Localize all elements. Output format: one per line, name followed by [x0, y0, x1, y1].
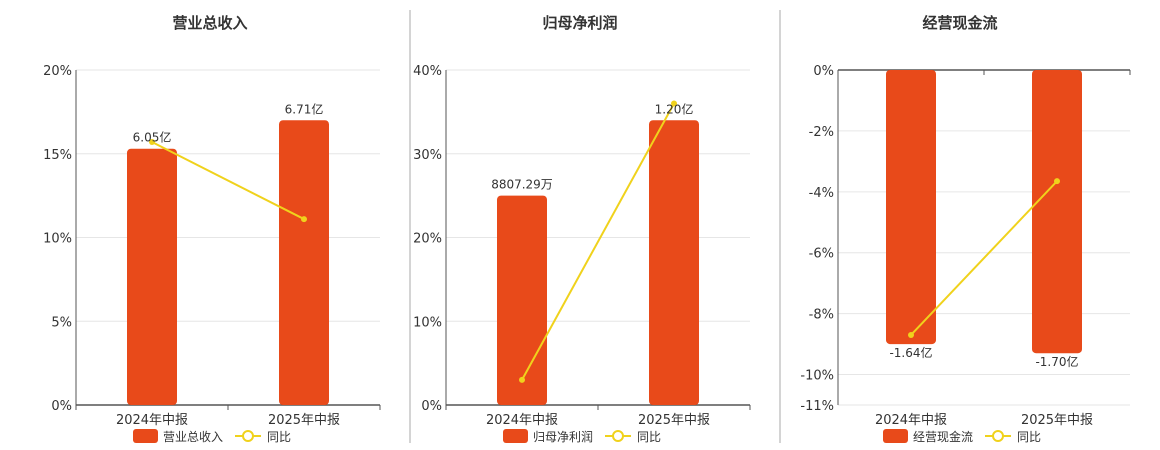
category-label: 2024年中报	[116, 413, 188, 428]
legend-label: 同比	[267, 430, 291, 444]
category-label: 2024年中报	[875, 413, 947, 428]
y-tick-label: 15%	[43, 148, 72, 163]
chart-title: 经营现金流	[922, 14, 997, 32]
legend-label: 经营现金流	[913, 429, 973, 444]
y-tick-label: 0%	[813, 64, 834, 79]
y-tick-label: -11%	[800, 399, 834, 414]
data-label: 8807.29万	[491, 178, 553, 192]
data-label: -1.70亿	[1035, 354, 1078, 369]
y-tick-label: 40%	[413, 64, 442, 79]
bar	[497, 195, 547, 405]
y-tick-label: 20%	[43, 64, 72, 79]
data-label: 1.20亿	[655, 101, 694, 116]
bar	[127, 148, 177, 405]
chart-title: 营业总收入	[172, 14, 247, 32]
bar	[1032, 70, 1082, 354]
y-tick-label: 10%	[43, 232, 72, 247]
legend-bar-swatch	[133, 429, 158, 443]
data-label: 6.05亿	[133, 130, 172, 145]
bar	[886, 70, 936, 345]
yoy-point	[301, 216, 307, 223]
yoy-point	[149, 139, 155, 146]
legend-line-marker	[612, 430, 624, 442]
legend-label: 归母净利润	[533, 430, 593, 444]
legend-bar-swatch	[883, 429, 908, 443]
yoy-line	[521, 103, 675, 381]
data-label: -1.64亿	[889, 345, 932, 360]
legend-line-marker	[242, 430, 254, 442]
y-tick-label: -2%	[809, 125, 834, 140]
bar	[279, 120, 329, 405]
category-label: 2025年中报	[1021, 413, 1093, 428]
category-label: 2025年中报	[638, 413, 710, 428]
yoy-point	[908, 331, 914, 338]
legend-line-marker	[992, 430, 1004, 442]
legend-label: 营业总收入	[163, 430, 223, 444]
y-tick-label: -8%	[809, 308, 834, 323]
yoy-point	[1054, 178, 1060, 185]
yoy-point	[519, 376, 525, 383]
bar	[649, 120, 699, 405]
yoy-line	[151, 141, 305, 220]
legend-label: 同比	[1017, 430, 1041, 444]
y-tick-label: 0%	[421, 399, 442, 414]
y-tick-label: 0%	[51, 399, 72, 414]
y-tick-label: 5%	[51, 315, 72, 330]
y-tick-label: -6%	[809, 247, 834, 262]
yoy-point	[671, 100, 677, 107]
legend-bar-swatch	[503, 429, 528, 443]
category-label: 2024年中报	[486, 413, 558, 428]
y-tick-label: -10%	[800, 369, 834, 384]
yoy-line	[910, 180, 1058, 336]
y-tick-label: 10%	[413, 315, 442, 330]
chart-title: 归母净利润	[542, 14, 617, 32]
data-label: 6.71亿	[285, 101, 324, 116]
y-tick-label: 20%	[413, 232, 442, 247]
category-label: 2025年中报	[268, 413, 340, 428]
legend-label: 同比	[637, 430, 661, 444]
y-tick-label: 30%	[413, 148, 442, 163]
y-tick-label: -4%	[809, 186, 834, 201]
